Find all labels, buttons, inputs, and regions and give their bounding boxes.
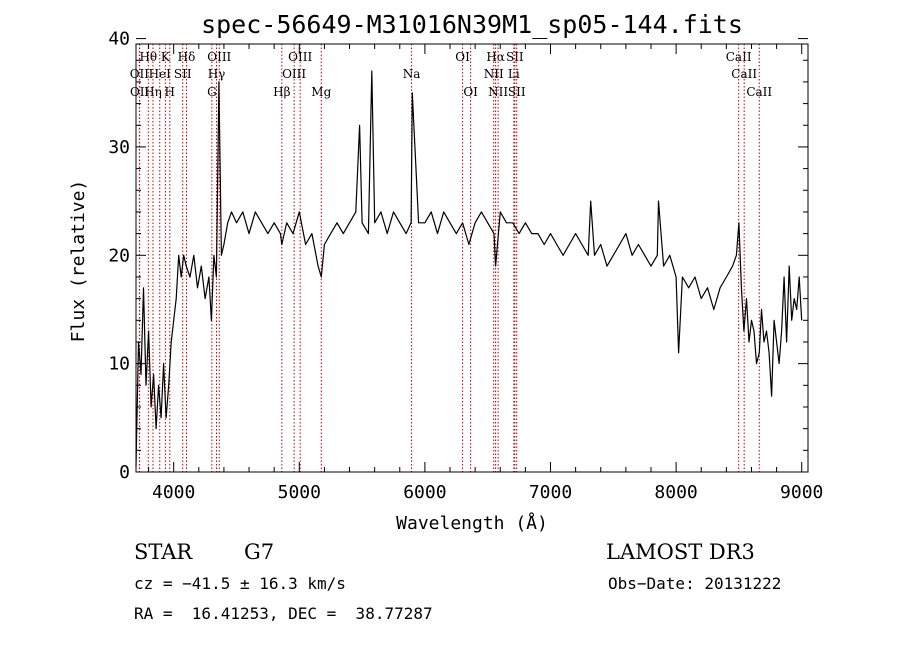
line-label-26: CaII (731, 67, 757, 81)
line-label-3: Hη (144, 85, 162, 99)
chart-title: spec-56649-M31016N39M1_sp05-144.fits (201, 10, 743, 39)
line-label-25: CaII (726, 50, 752, 64)
line-label-13: OIII (282, 67, 306, 81)
x-tick-label-8000: 8000 (654, 482, 697, 503)
line-label-11: OIII (207, 50, 231, 64)
y-tick-label-40: 40 (108, 29, 130, 50)
line-label-5: K (161, 50, 171, 64)
object-class: STAR (134, 540, 193, 564)
x-tick-label-4000: 4000 (152, 482, 195, 503)
redshift-cz: cz = −41.5 ± 16.3 km/s (134, 574, 346, 593)
survey-name: LAMOST DR3 (606, 540, 755, 564)
y-tick-label-0: 0 (119, 462, 130, 483)
emission-lines-layer: HθOIIOIIHηHeIKHHδSIIGHγOIIIHβOIIIOIIIMgN… (130, 44, 772, 472)
line-label-21: NII (488, 85, 508, 99)
line-label-7: Hδ (178, 50, 196, 64)
y-axis-label: Flux (relative) (68, 180, 89, 343)
object-subclass: G7 (244, 540, 275, 564)
x-tick-label-5000: 5000 (278, 482, 321, 503)
line-label-8: SII (174, 67, 192, 81)
x-tick-label-9000: 9000 (780, 482, 823, 503)
y-tick-label-30: 30 (108, 137, 130, 158)
line-label-20: Hα (486, 50, 505, 64)
line-label-17: OI (455, 50, 470, 64)
line-label-27: CaII (746, 85, 772, 99)
line-label-22: SII (506, 50, 524, 64)
line-label-18: OI (463, 85, 478, 99)
line-label-19: NII (484, 67, 504, 81)
line-label-15: Mg (311, 85, 331, 99)
axes-layer: 4000 5000 6000 7000 8000 9000 0 10 20 30 40 (108, 29, 823, 503)
line-label-1: OII (130, 67, 150, 81)
line-label-16: Na (403, 67, 421, 81)
y-tick-label-20: 20 (108, 245, 130, 266)
line-label-10: Hγ (208, 67, 226, 81)
line-label-9: G (207, 85, 217, 99)
line-label-24: SII (508, 85, 526, 99)
observation-date: Obs−Date: 20131222 (608, 574, 782, 593)
line-label-6: H (165, 85, 175, 99)
y-tick-label-10: 10 (108, 354, 130, 375)
spectrum-layer (135, 70, 803, 467)
x-tick-label-7000: 7000 (529, 482, 572, 503)
coordinates: RA = 16.41253, DEC = 38.77287 (134, 604, 433, 623)
line-label-14: OIII (288, 50, 312, 64)
line-label-2: OII (130, 85, 150, 99)
line-label-23: Li (508, 67, 520, 81)
x-tick-label-6000: 6000 (403, 482, 446, 503)
spectrum-line (135, 70, 803, 467)
x-axis-label: Wavelength (Å) (396, 512, 548, 534)
line-label-4: HeI (149, 67, 172, 81)
line-label-0: Hθ (139, 50, 157, 64)
plot-frame (135, 43, 809, 473)
line-label-12: Hβ (273, 85, 290, 99)
